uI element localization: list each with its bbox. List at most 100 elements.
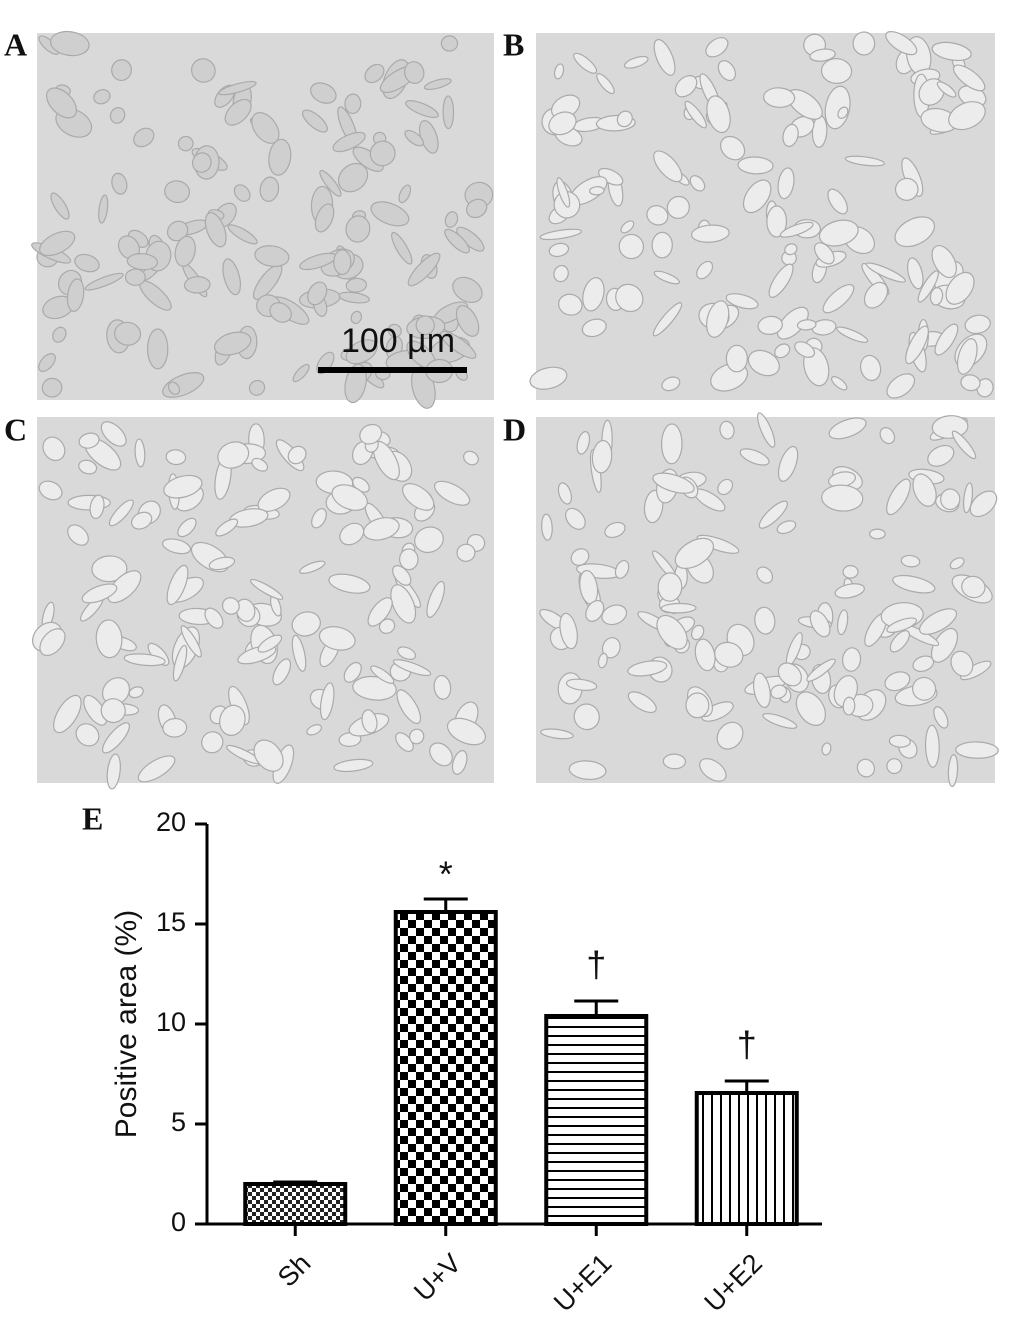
tubule <box>929 287 944 306</box>
tubule <box>936 81 957 98</box>
tubule <box>945 271 975 305</box>
tubule <box>191 152 212 173</box>
tubule <box>706 95 731 134</box>
annotation: † <box>586 944 606 985</box>
tubule <box>597 167 624 186</box>
tubule <box>463 450 479 466</box>
tubule <box>218 80 257 96</box>
tubule <box>653 270 680 285</box>
tubule <box>208 556 236 571</box>
tubule <box>364 63 385 84</box>
bar <box>694 1091 799 1226</box>
tubule <box>215 518 239 537</box>
tubule <box>706 300 730 338</box>
tubule <box>827 188 848 215</box>
bar <box>243 1182 348 1226</box>
tubule <box>955 741 999 759</box>
tubule <box>565 678 598 691</box>
bar <box>544 1014 649 1226</box>
tubule <box>894 177 919 201</box>
tubule <box>859 354 882 382</box>
tubule <box>319 169 342 197</box>
tubule <box>837 106 849 119</box>
bar <box>393 910 498 1226</box>
tubule <box>146 328 169 370</box>
tubule <box>961 575 986 599</box>
tubule <box>404 129 425 147</box>
tubule <box>251 112 280 144</box>
tubule <box>842 696 856 716</box>
tubule <box>311 508 327 529</box>
tubule <box>956 338 978 375</box>
tubule <box>822 284 855 314</box>
tubule <box>894 216 936 248</box>
tubule <box>204 607 224 629</box>
tubule <box>852 31 876 56</box>
tubule <box>101 722 130 754</box>
tubule <box>172 644 188 682</box>
tubule <box>66 278 85 312</box>
tubule <box>378 618 396 635</box>
tubule <box>333 249 352 276</box>
tubule <box>352 675 397 701</box>
tubule <box>529 366 568 390</box>
scale-bar-label: 100 µm <box>341 322 455 360</box>
tubule <box>392 565 412 586</box>
tubule <box>100 698 126 724</box>
tubule <box>927 444 955 467</box>
tubule <box>754 606 776 635</box>
tubule <box>345 277 368 293</box>
tubule <box>164 180 191 204</box>
tubule <box>224 98 252 126</box>
tubule <box>367 597 393 627</box>
tubule <box>842 564 859 579</box>
tubule <box>74 253 100 273</box>
tubule <box>813 242 835 265</box>
tubule <box>41 377 63 398</box>
tubule <box>666 195 690 219</box>
tubule <box>392 659 432 677</box>
tubule <box>615 283 644 313</box>
tubule <box>253 739 284 772</box>
tubule <box>369 140 396 167</box>
tubule <box>699 758 727 782</box>
tubule <box>651 231 673 259</box>
tubule <box>387 323 402 338</box>
tubule <box>766 205 788 238</box>
tubule <box>601 604 628 626</box>
tubule <box>98 194 109 224</box>
tubule <box>834 583 865 599</box>
annotation: † <box>737 1024 757 1065</box>
micrograph <box>536 412 999 788</box>
tubule <box>931 41 972 62</box>
tubule <box>407 252 441 287</box>
tubule <box>582 277 605 312</box>
x-tick-label: U+E1 <box>548 1248 618 1318</box>
tubule <box>794 341 816 358</box>
tubule <box>828 417 867 440</box>
micrographs <box>31 30 999 790</box>
tubule <box>762 713 798 729</box>
tubule <box>134 438 146 468</box>
tubule <box>918 608 958 635</box>
tubule <box>128 686 144 699</box>
tubule <box>776 306 809 340</box>
tubule <box>777 167 795 200</box>
tubule <box>345 339 378 365</box>
tubule <box>774 343 791 359</box>
tubule <box>570 548 590 566</box>
tubule <box>390 584 417 624</box>
tubule <box>831 376 848 391</box>
tubule <box>841 647 862 672</box>
tubule <box>291 634 307 672</box>
tubule <box>123 653 166 667</box>
micrograph-bg <box>37 417 494 783</box>
tubule <box>107 570 142 604</box>
tubule <box>717 478 734 496</box>
tubule <box>344 363 367 404</box>
tubule <box>821 484 864 512</box>
tubule <box>167 381 181 395</box>
tubule <box>756 412 776 448</box>
tubule <box>213 331 252 356</box>
tubule <box>616 110 633 128</box>
